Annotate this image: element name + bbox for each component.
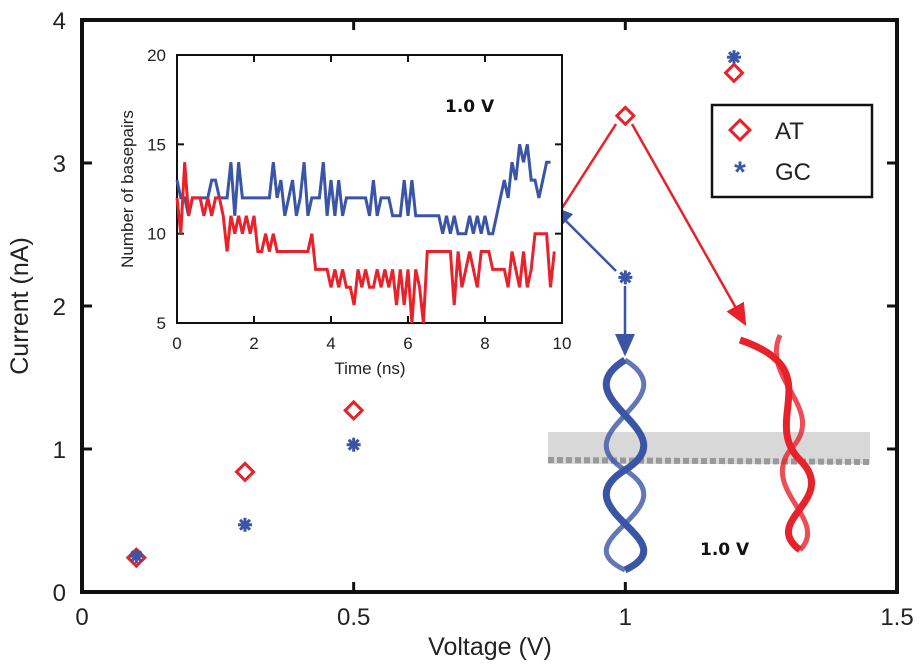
- y-tick-label: 0: [53, 580, 66, 607]
- x-tick-label: 0.5: [337, 604, 370, 631]
- inset-chart: 0 2 4 6 8 10 5 10 15 20 1.0 V Time (ns) Number of…: [118, 46, 571, 378]
- y-tick-label: 4: [53, 8, 66, 35]
- inset-x-tick-label: 4: [326, 334, 335, 353]
- gc-data-point: [238, 517, 252, 532]
- inset-line-gc: [175, 143, 551, 236]
- inset-y-tick-label: 10: [147, 225, 166, 244]
- inset-line-at: [175, 162, 556, 324]
- gc-data-point: [346, 437, 361, 452]
- inset-y-tick-label: 5: [157, 314, 166, 333]
- gc-data-point: [129, 549, 144, 564]
- x-axis-label: Voltage (V): [428, 633, 552, 661]
- y-tick-label: 1: [53, 437, 66, 464]
- legend-gc-asterisk: *: [734, 156, 746, 189]
- membrane: [548, 432, 870, 464]
- at-data-point: [723, 62, 745, 84]
- y-axis-label: Current (nA): [6, 237, 34, 375]
- inset-x-tick-label: 8: [480, 334, 489, 353]
- legend-gc-label: GC: [775, 159, 811, 186]
- gc-data-point: [618, 270, 633, 285]
- inset-y-tick-label: 15: [147, 135, 166, 154]
- legend: AT * GC: [710, 103, 874, 199]
- inset-y-tick-label: 20: [147, 46, 166, 65]
- at-data-point: [343, 399, 365, 421]
- x-tick-label: 1.5: [880, 604, 913, 631]
- gc-data-point: [727, 50, 741, 65]
- y-tick-label: 2: [53, 294, 66, 321]
- inset-x-axis-label: Time (ns): [334, 359, 405, 378]
- at-data-point: [614, 105, 636, 127]
- y-tick-label: 3: [53, 151, 66, 178]
- x-tick-label: 1: [619, 604, 632, 631]
- inset-x-tick-label: 2: [249, 334, 258, 353]
- gc-dna-helix: [602, 357, 648, 574]
- inset-x-tick-label: 6: [403, 334, 412, 353]
- x-tick-label: 0: [75, 604, 88, 631]
- at-dna-helix: [738, 333, 816, 553]
- at-data-point: [234, 461, 256, 483]
- dna-voltage-label: 1.0 V: [700, 540, 750, 560]
- dna-membrane-illustration: 1.0 V: [547, 333, 871, 574]
- inset-x-tick-label: 10: [553, 334, 572, 353]
- legend-at-diamond: [727, 117, 753, 143]
- inset-x-tick-label: 0: [172, 334, 181, 353]
- legend-at-label: AT: [775, 118, 804, 145]
- inset-y-axis-label: Number of basepairs: [118, 110, 137, 268]
- inset-voltage-label: 1.0 V: [445, 97, 495, 117]
